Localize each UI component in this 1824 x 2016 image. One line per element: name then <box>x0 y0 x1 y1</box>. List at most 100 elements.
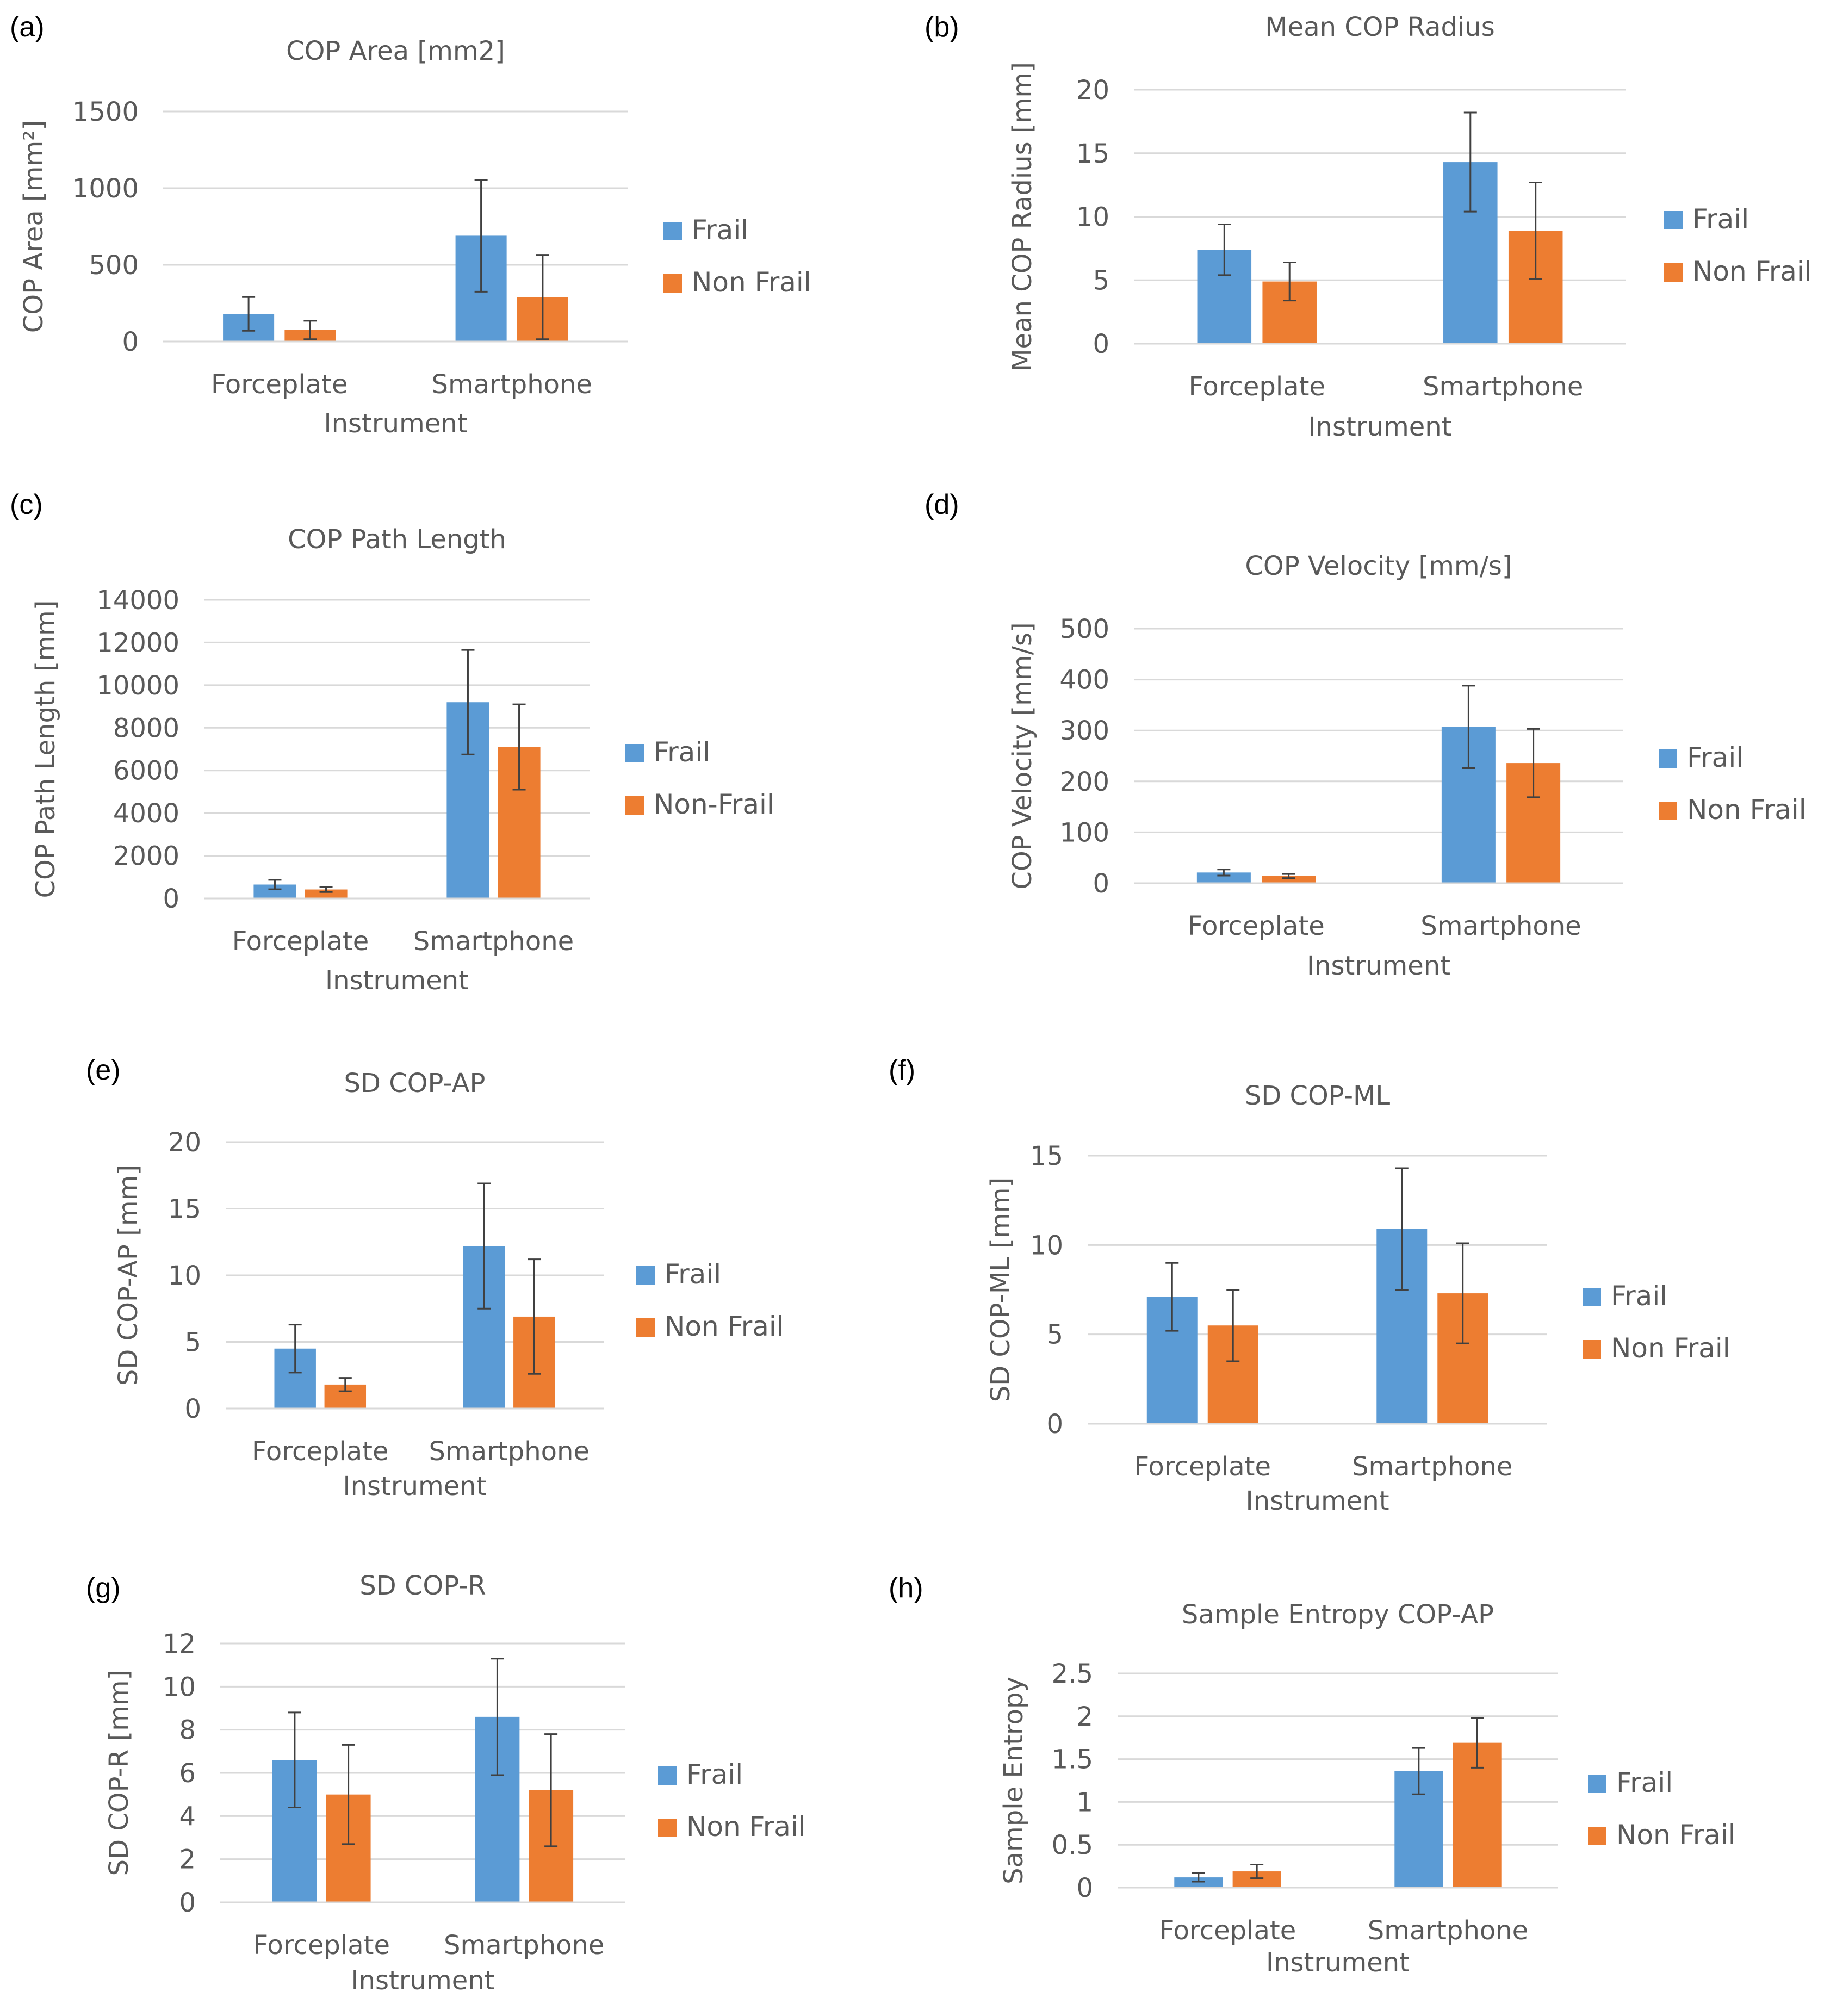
error-bar <box>461 649 475 755</box>
chart-title: Sample Entropy COP-AP <box>1182 1599 1494 1630</box>
legend-swatch-non-frail <box>1588 1827 1606 1845</box>
error-bar <box>491 1658 504 1776</box>
error-bar <box>319 886 333 893</box>
x-axis-title: Instrument <box>1308 412 1451 442</box>
error-bar <box>1527 728 1540 798</box>
y-tick-label: 6000 <box>113 756 179 786</box>
chart-sd-cop-ap-svg: 0 5 10 15 20 SD COP-AP Instrument SD COP-AP [mm… <box>113 1068 784 1502</box>
y-axis-title: SD COP-AP [mm] <box>113 1165 144 1386</box>
legend-label: Frail <box>1616 1767 1673 1798</box>
panel-label-e: (e) <box>86 1054 121 1086</box>
x-tick-label: Forceplate <box>1188 911 1324 941</box>
y-tick-label: 1.5 <box>1052 1745 1093 1775</box>
error-bar <box>268 879 282 890</box>
chart-cop-path-length-svg: 0 2000 4000 6000 8000 10000 12000 14000 COP Path… <box>30 524 774 996</box>
y-tick-label: 8000 <box>113 713 179 743</box>
y-tick-label: 300 <box>1059 716 1109 746</box>
y-axis-title: Mean COP Radius [mm] <box>1007 62 1038 371</box>
x-axis-title: Instrument <box>1245 1486 1389 1516</box>
chart-title: COP Area [mm2] <box>286 36 505 66</box>
legend-swatch-non-frail <box>663 274 682 293</box>
chart-sd-cop-ml: 0 5 10 15 SD COP-ML Instrument SD COP-ML [mm] F… <box>985 1081 1730 1516</box>
chart-title: Mean COP Radius <box>1265 12 1494 42</box>
y-tick-label: 14000 <box>96 585 179 616</box>
panel-label-d: (d) <box>925 489 959 520</box>
legend-swatch-frail <box>1664 211 1683 229</box>
error-bar <box>1226 1289 1240 1362</box>
y-tick-label: 20 <box>168 1127 201 1158</box>
error-bar <box>303 320 317 340</box>
error-bar <box>1529 181 1542 280</box>
y-tick-label: 12 <box>163 1629 196 1659</box>
y-axis-title: SD COP-R [mm] <box>104 1670 134 1876</box>
error-bar <box>477 1182 491 1310</box>
legend-swatch-non-frail <box>658 1819 677 1837</box>
error-bar <box>474 178 488 293</box>
error-bar <box>1456 1242 1469 1344</box>
legend-swatch-frail <box>1588 1775 1606 1793</box>
y-tick-label: 0.5 <box>1052 1830 1093 1860</box>
error-bar <box>1282 873 1295 879</box>
error-bar <box>1463 111 1477 213</box>
y-tick-label: 10000 <box>96 671 179 701</box>
y-tick-label: 10 <box>1076 202 1109 233</box>
x-axis-title: Instrument <box>1307 951 1450 981</box>
chart-cop-velocity-svg: 0 100 200 300 400 500 COP Velocity [mm/s] Instr… <box>1007 551 1807 981</box>
x-tick-label: Forceplate <box>1134 1451 1271 1482</box>
legend-swatch-non-frail <box>1583 1340 1601 1359</box>
error-bar <box>1283 262 1296 302</box>
y-tick-label: 0 <box>179 1888 196 1918</box>
legend-label: Frail <box>665 1258 721 1290</box>
legend-swatch-frail <box>1583 1288 1601 1306</box>
error-bar <box>1250 1863 1264 1879</box>
legend-swatch-frail <box>636 1266 655 1285</box>
y-axis-title: SD COP-ML [mm] <box>985 1177 1016 1403</box>
legend-swatch-non-frail <box>636 1318 655 1337</box>
error-bar <box>512 703 526 791</box>
y-tick-label: 5 <box>1093 265 1109 296</box>
y-tick-label: 10 <box>1030 1230 1063 1261</box>
legend-swatch-frail <box>625 744 644 762</box>
x-tick-label: Smartphone <box>444 1930 604 1961</box>
chart-cop-velocity: 0 100 200 300 400 500 COP Velocity [mm/s] Instr… <box>1007 551 1807 981</box>
y-tick-label: 100 <box>1059 817 1109 848</box>
y-tick-label: 2000 <box>113 841 179 872</box>
y-axis-title: COP Velocity [mm/s] <box>1007 622 1038 889</box>
error-bar <box>342 1744 355 1845</box>
error-bar <box>544 1733 558 1847</box>
y-tick-label: 4000 <box>113 798 179 829</box>
legend-label: Non Frail <box>1616 1819 1736 1851</box>
error-bar <box>1217 869 1231 877</box>
chart-sd-cop-r-svg: 0 2 4 6 8 10 12 SD COP-R Instrument SD COP-R [mm]… <box>104 1571 806 1996</box>
y-tick-label: 500 <box>1059 614 1109 644</box>
y-axis-title: Sample Entropy <box>998 1677 1029 1884</box>
x-tick-label: Forceplate <box>253 1930 390 1961</box>
chart-sd-cop-ap: 0 5 10 15 20 SD COP-AP Instrument SD COP-AP [mm… <box>0 0 912 1550</box>
bar-non-frail-forceplate <box>305 889 348 898</box>
chart-cop-path-length: 0 2000 4000 6000 8000 10000 12000 14000 COP Path… <box>0 0 912 1033</box>
x-tick-label: Forceplate <box>211 369 348 400</box>
x-axis-title: Instrument <box>1266 1947 1410 1978</box>
x-tick-label: Smartphone <box>413 926 574 957</box>
error-bar <box>1192 1872 1205 1883</box>
x-tick-label: Forceplate <box>1189 371 1325 402</box>
legend-label: Non Frail <box>1611 1332 1730 1364</box>
x-tick-label: Smartphone <box>1420 911 1581 941</box>
error-bar <box>528 1258 541 1375</box>
y-tick-label: 2 <box>179 1845 196 1875</box>
y-tick-label: 0 <box>1093 329 1109 359</box>
legend-label: Frail <box>1687 742 1744 773</box>
error-bar <box>1395 1167 1409 1291</box>
x-tick-label: Smartphone <box>1368 1915 1528 1946</box>
legend-label: Frail <box>654 736 710 768</box>
panel-label-g: (g) <box>86 1572 121 1604</box>
y-axis-title: COP Path Length [mm] <box>30 600 61 898</box>
legend-label: Non Frail <box>686 1811 806 1843</box>
y-tick-label: 0 <box>1093 869 1109 899</box>
chart-title: SD COP-AP <box>344 1068 486 1099</box>
chart-mean-cop-radius: 0 5 10 15 20 Mean COP Radius Instrument Mean CO… <box>0 0 1824 473</box>
y-tick-label: 500 <box>89 250 139 281</box>
panel-label-b: (b) <box>925 11 959 43</box>
